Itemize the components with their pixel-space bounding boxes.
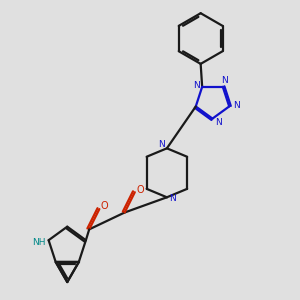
- Text: O: O: [100, 201, 108, 212]
- Text: N: N: [233, 101, 240, 110]
- Text: N: N: [221, 76, 228, 85]
- Text: N: N: [158, 140, 165, 149]
- Text: N: N: [193, 81, 200, 90]
- Text: NH: NH: [32, 238, 46, 247]
- Text: N: N: [215, 118, 222, 127]
- Text: N: N: [169, 194, 176, 203]
- Text: O: O: [136, 184, 144, 194]
